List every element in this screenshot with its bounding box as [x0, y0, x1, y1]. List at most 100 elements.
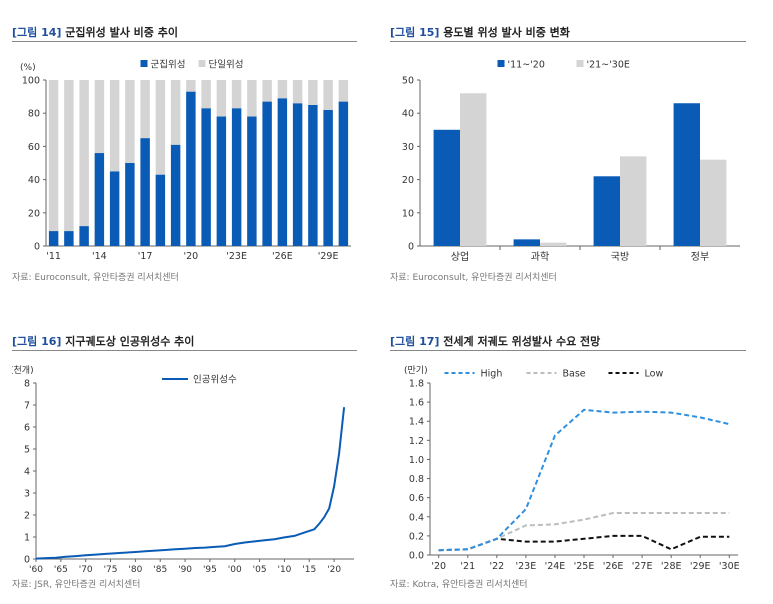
bar [216, 116, 227, 247]
bar [308, 80, 318, 105]
y-tick-label: 3 [24, 489, 30, 500]
panel-17-source: 자료: Kotra, 유안타증권 리서치센터 [390, 580, 528, 590]
y-tick-label: 40 [28, 175, 40, 186]
bar [48, 231, 59, 246]
y-tick-label: 5 [24, 445, 30, 456]
bar [292, 80, 303, 104]
x-tick-label: '28E [661, 561, 682, 572]
legend-swatch [576, 60, 584, 67]
x-tick-label: '80 [128, 565, 142, 575]
panel-17: [그림 17] 전세계 저궤도 위성발사 수요 전망 0.0 0.2 0.4 0.6 0… [390, 333, 746, 595]
x-tick-label: '20 [327, 565, 341, 575]
x-tick-label: '11 [46, 251, 61, 262]
bar [460, 93, 487, 246]
bar [109, 171, 120, 246]
y-tick-label: 1.8 [409, 379, 424, 390]
x-tick-label: 국방 [611, 251, 629, 263]
y-tick-label: 0.6 [409, 493, 424, 504]
x-tick-label: '20 [431, 561, 446, 572]
bar [94, 80, 105, 154]
x-tick-label: 과학 [531, 251, 549, 263]
bar [48, 80, 59, 232]
legend-label: 군집위성 [151, 59, 186, 71]
bar [216, 80, 227, 117]
bar [79, 226, 89, 246]
bar [338, 101, 349, 246]
y-tick-label: 30 [402, 142, 414, 153]
x-tick-label: '26E [603, 561, 624, 572]
y-tick-label: 7 [24, 401, 30, 412]
bar [125, 80, 135, 163]
y-unit-label: (%) [20, 63, 36, 73]
x-tick-label: '29E [690, 561, 711, 572]
y-tick-label: 0.2 [409, 531, 424, 542]
y-tick-label: 0 [34, 242, 40, 253]
y-tick-label: 20 [28, 208, 40, 219]
x-tick-label: '15 [302, 565, 316, 575]
legend-label: 인공위성수 [193, 374, 237, 386]
y-tick-label: 6 [24, 423, 30, 434]
y-tick-label: 100 [22, 76, 40, 87]
panel-17-tag: [그림 17] [390, 335, 440, 348]
panel-16-title: [그림 16] 지구궤도상 인공위성수 추이 [12, 333, 194, 349]
x-tick-label: '23E [516, 561, 537, 572]
x-tick-label: 정부 [691, 251, 709, 263]
y-tick-label: 50 [402, 76, 414, 87]
bar [593, 176, 620, 246]
x-tick-label: '75 [104, 565, 118, 575]
bar [201, 108, 211, 246]
bar [433, 129, 460, 246]
bar [94, 153, 105, 246]
x-tick-label: '29E [318, 251, 339, 262]
panel-15-rule [390, 41, 746, 42]
x-tick-label: '70 [79, 565, 93, 575]
bar [155, 174, 166, 246]
bar [700, 159, 727, 246]
y-tick-label: 0.4 [409, 512, 424, 523]
bar [262, 101, 272, 246]
bar [323, 80, 333, 110]
legend-label: Low [645, 369, 664, 380]
bar [292, 103, 303, 246]
legend-label: '11~'20 [508, 60, 545, 71]
y-tick-label: 60 [28, 142, 40, 153]
y-tick-label: 1.0 [409, 455, 424, 466]
x-tick-label: '26E [272, 251, 293, 262]
x-tick-label: '20 [184, 251, 199, 262]
bar [125, 163, 135, 246]
x-tick-label: '05 [253, 565, 267, 575]
panel-15-title: [그림 15] 용도별 위성 발사 비중 변화 [390, 24, 570, 40]
panel-17-title: [그림 17] 전세계 저궤도 위성발사 수요 전망 [390, 333, 600, 349]
bar [513, 239, 540, 246]
bar [308, 104, 318, 247]
panel-14-title: [그림 14] 군집위성 발사 비중 추이 [12, 24, 178, 40]
panel-14: [그림 14] 군집위성 발사 비중 추이 0 20 40 60 80 100 (%) 군집위… [12, 24, 357, 290]
x-tick-label: '24E [545, 561, 566, 572]
bar [262, 80, 272, 102]
y-tick-label: 4 [24, 467, 30, 478]
legend-swatch [140, 60, 148, 67]
x-tick-label: '25E [574, 561, 595, 572]
panel-15-title-text: 용도별 위성 발사 비중 변화 [443, 26, 570, 39]
x-tick-label: '22 [489, 561, 504, 572]
panel-16-source: 자료: JSR, 유안타증권 리서치센터 [12, 580, 141, 590]
y-tick-label: 0 [408, 242, 414, 253]
y-tick-label: 0.0 [409, 551, 424, 562]
y-tick-label: 1.4 [409, 417, 424, 428]
bar [64, 80, 74, 232]
x-tick-label: '21 [460, 561, 475, 572]
panel-16-rule [12, 350, 357, 351]
bar [79, 80, 89, 227]
panel-17-title-text: 전세계 저궤도 위성발사 수요 전망 [443, 335, 601, 348]
x-tick-label: 상업 [451, 250, 469, 263]
bar [338, 80, 349, 102]
y-unit-label: (만기) [404, 365, 428, 376]
x-tick-label: '90 [178, 565, 192, 575]
y-tick-label: 1.6 [409, 398, 424, 409]
panel-15-tag: [그림 15] [390, 26, 440, 39]
bar [323, 109, 333, 246]
chart-16: 0 1 2 3 4 5 6 7 8 (천개) 인공위성수 '60 '65 '70 '75 '80 '85 '90 '… [12, 365, 354, 575]
bar [247, 116, 257, 247]
legend-label: '21~'30E [587, 60, 630, 71]
bar [155, 80, 166, 175]
